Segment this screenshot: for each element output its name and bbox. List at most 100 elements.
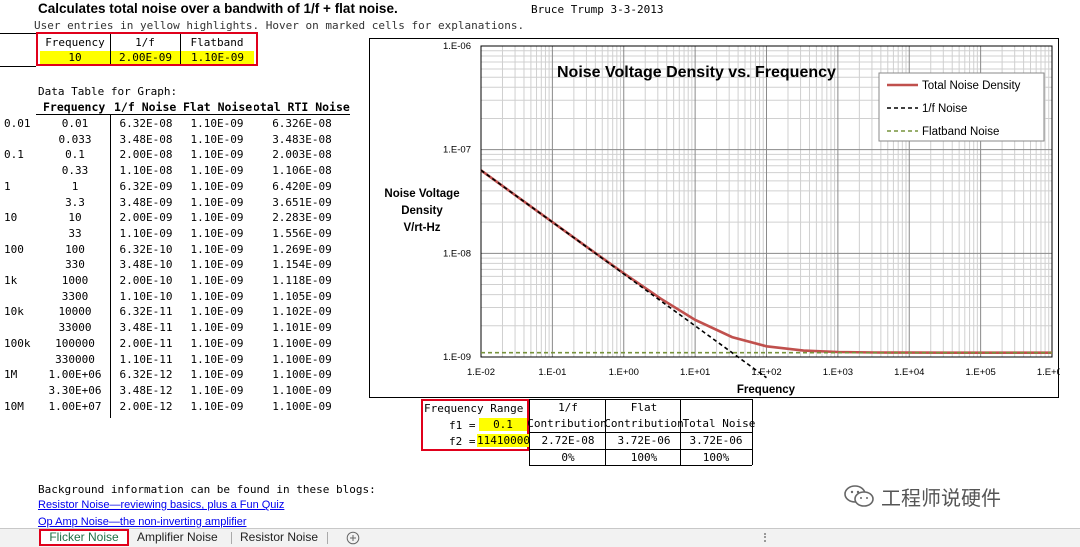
link-resistor-noise[interactable]: Resistor Noise—reviewing basics, plus a … <box>38 499 285 511</box>
percent-flat: 100% <box>630 451 658 464</box>
scroll-splitter[interactable] <box>764 533 770 542</box>
cell-flat: 1.10E-09 <box>190 179 244 193</box>
cell-freq: 33 <box>68 226 82 240</box>
cell-flat: 1.10E-09 <box>190 132 244 146</box>
cell-total: 1.154E-09 <box>272 258 332 272</box>
y-tick-label: 1.E-08 <box>443 248 471 259</box>
cell-decade: 100 <box>4 242 24 256</box>
input-1f-cell[interactable]: 2.00E-09 <box>111 51 180 64</box>
cell-freq: 0.033 <box>58 132 92 146</box>
instructions-text: User entries in yellow highlights. Hover… <box>34 19 525 32</box>
percent-1f: 0% <box>561 451 575 464</box>
cell-freq: 0.01 <box>61 117 89 130</box>
grid-line <box>36 114 350 115</box>
cell-freq: 1.00E+07 <box>48 399 102 413</box>
cell-total: 1.105E-09 <box>272 289 332 303</box>
wechat-icon <box>844 485 874 507</box>
tab-separator <box>327 532 328 544</box>
y-tick-label: 1.E-07 <box>443 145 471 156</box>
cell-f1: 2.00E-09 <box>119 211 173 225</box>
cell-f1: 1.10E-10 <box>119 289 173 303</box>
frequency-range-box: Frequency Range f1 = 0.1 f2 = 11410000 <box>421 399 530 451</box>
y-tick-label: 1.E-09 <box>443 352 471 363</box>
noise-chart: 1.E-02 1.E-01 1.E+00 1.E+01 1.E+02 1.E+03 1.E+… <box>369 38 1060 398</box>
table-row: 10M 1.00E+07 2.00E-12 1.10E-09 1.100E-09 <box>0 399 360 415</box>
link-opamp-noise[interactable]: Op Amp Noise—the non-inverting amplifier <box>38 516 247 528</box>
cell-f1: 2.00E-08 <box>119 148 173 162</box>
data-table-label: Data Table for Graph: <box>38 85 178 98</box>
cell-freq: 10000 <box>58 305 92 319</box>
grid-line <box>529 399 530 465</box>
input-frequency-cell[interactable]: 10 <box>40 51 110 64</box>
cell-flat: 1.10E-09 <box>190 368 244 382</box>
cell-total: 1.101E-09 <box>272 321 332 335</box>
x-tick-label: 1.E+06 <box>1037 367 1060 378</box>
y-axis-label: V/rt-Hz <box>403 222 440 234</box>
watermark-text: 工程师说硬件 <box>881 486 1001 510</box>
table-row: 3.30E+06 3.48E-12 1.10E-09 1.100E-09 <box>0 383 360 399</box>
cell-decade: 100k <box>4 336 31 350</box>
cell-freq: 10 <box>68 211 82 225</box>
cell-freq: 0.33 <box>61 164 89 178</box>
tab-amplifier-noise[interactable]: Amplifier Noise <box>137 530 218 544</box>
cell-total: 1.106E-08 <box>272 164 332 178</box>
f1-input-cell[interactable]: 0.1 <box>479 418 527 431</box>
cell-total: 6.420E-09 <box>272 179 332 193</box>
tab-separator <box>231 532 232 544</box>
cell-freq: 1 <box>71 179 79 193</box>
sheet-tab-bar: Flicker Noise Amplifier Noise Resistor N… <box>0 528 1080 547</box>
cell-total: 1.100E-09 <box>272 352 332 366</box>
cell-flat: 1.10E-09 <box>190 258 244 272</box>
legend-label: 1/f Noise <box>922 103 967 115</box>
cell-total: 1.100E-09 <box>272 368 332 382</box>
cell-total: 3.483E-08 <box>272 132 332 146</box>
table-row: 3300 1.10E-10 1.10E-09 1.105E-09 <box>0 289 360 305</box>
cell-flat: 1.10E-09 <box>190 399 244 413</box>
table-row: 1M 1.00E+06 6.32E-12 1.10E-09 1.100E-09 <box>0 367 360 383</box>
x-tick-label: 1.E-02 <box>467 367 495 378</box>
input-header-frequency: Frequency <box>45 36 105 49</box>
cell-total: 1.100E-09 <box>272 383 332 397</box>
tab-resistor-noise[interactable]: Resistor Noise <box>240 530 319 544</box>
cell-freq: 330000 <box>55 352 95 366</box>
f2-label: f2 = <box>449 435 476 448</box>
tab-flicker-noise[interactable]: Flicker Noise <box>39 529 129 546</box>
table-row: 10 10 2.00E-09 1.10E-09 2.283E-09 <box>0 210 360 226</box>
grid-line <box>0 66 36 67</box>
plus-circle-icon[interactable] <box>346 531 360 545</box>
cell-freq: 1000 <box>61 274 89 287</box>
cell-f1: 6.32E-09 <box>119 179 173 193</box>
f2-input-cell[interactable]: 11410000 <box>477 434 530 447</box>
x-tick-label: 1.E+04 <box>894 367 924 378</box>
cell-freq: 3.30E+06 <box>48 383 102 397</box>
input-header-1f: 1/f <box>135 36 155 49</box>
x-axis-label: Frequency <box>737 384 796 396</box>
table-row: 3.3 3.48E-09 1.10E-09 3.651E-09 <box>0 195 360 211</box>
cell-flat: 1.10E-09 <box>190 274 244 287</box>
table-row: 10k 10000 6.32E-11 1.10E-09 1.102E-09 <box>0 304 360 320</box>
grid-line <box>529 449 752 450</box>
cell-decade: 1 <box>4 179 11 193</box>
table-row: 330000 1.10E-11 1.10E-09 1.100E-09 <box>0 352 360 368</box>
cell-freq: 33000 <box>58 321 92 335</box>
cell-freq: 0.1 <box>65 148 85 162</box>
cell-flat: 1.10E-09 <box>190 321 244 335</box>
cell-freq: 100000 <box>55 336 95 350</box>
cell-total: 6.326E-08 <box>272 117 332 130</box>
table-row: 0.01 0.01 6.32E-08 1.10E-09 6.326E-08 <box>0 116 360 132</box>
inputs-box: Frequency 1/f Flatband 10 2.00E-09 1.10E… <box>36 32 258 66</box>
legend-label: Flatband Noise <box>922 126 999 138</box>
input-flatband-cell[interactable]: 1.10E-09 <box>181 51 254 64</box>
col-header-1f-noise: 1/f Noise <box>114 100 177 114</box>
cell-flat: 1.10E-09 <box>190 352 244 366</box>
cell-f1: 6.32E-11 <box>119 305 173 319</box>
grid-line <box>110 34 111 64</box>
x-tick-label: 1.E+05 <box>965 367 995 378</box>
cell-f1: 2.00E-11 <box>119 336 173 350</box>
cell-flat: 1.10E-09 <box>190 117 244 130</box>
col-1f-head: 1/f <box>558 401 578 414</box>
grid-line <box>529 432 752 433</box>
cell-total: 1.100E-09 <box>272 399 332 413</box>
cell-decade: 10M <box>4 399 24 413</box>
cell-total: 2.003E-08 <box>272 148 332 162</box>
